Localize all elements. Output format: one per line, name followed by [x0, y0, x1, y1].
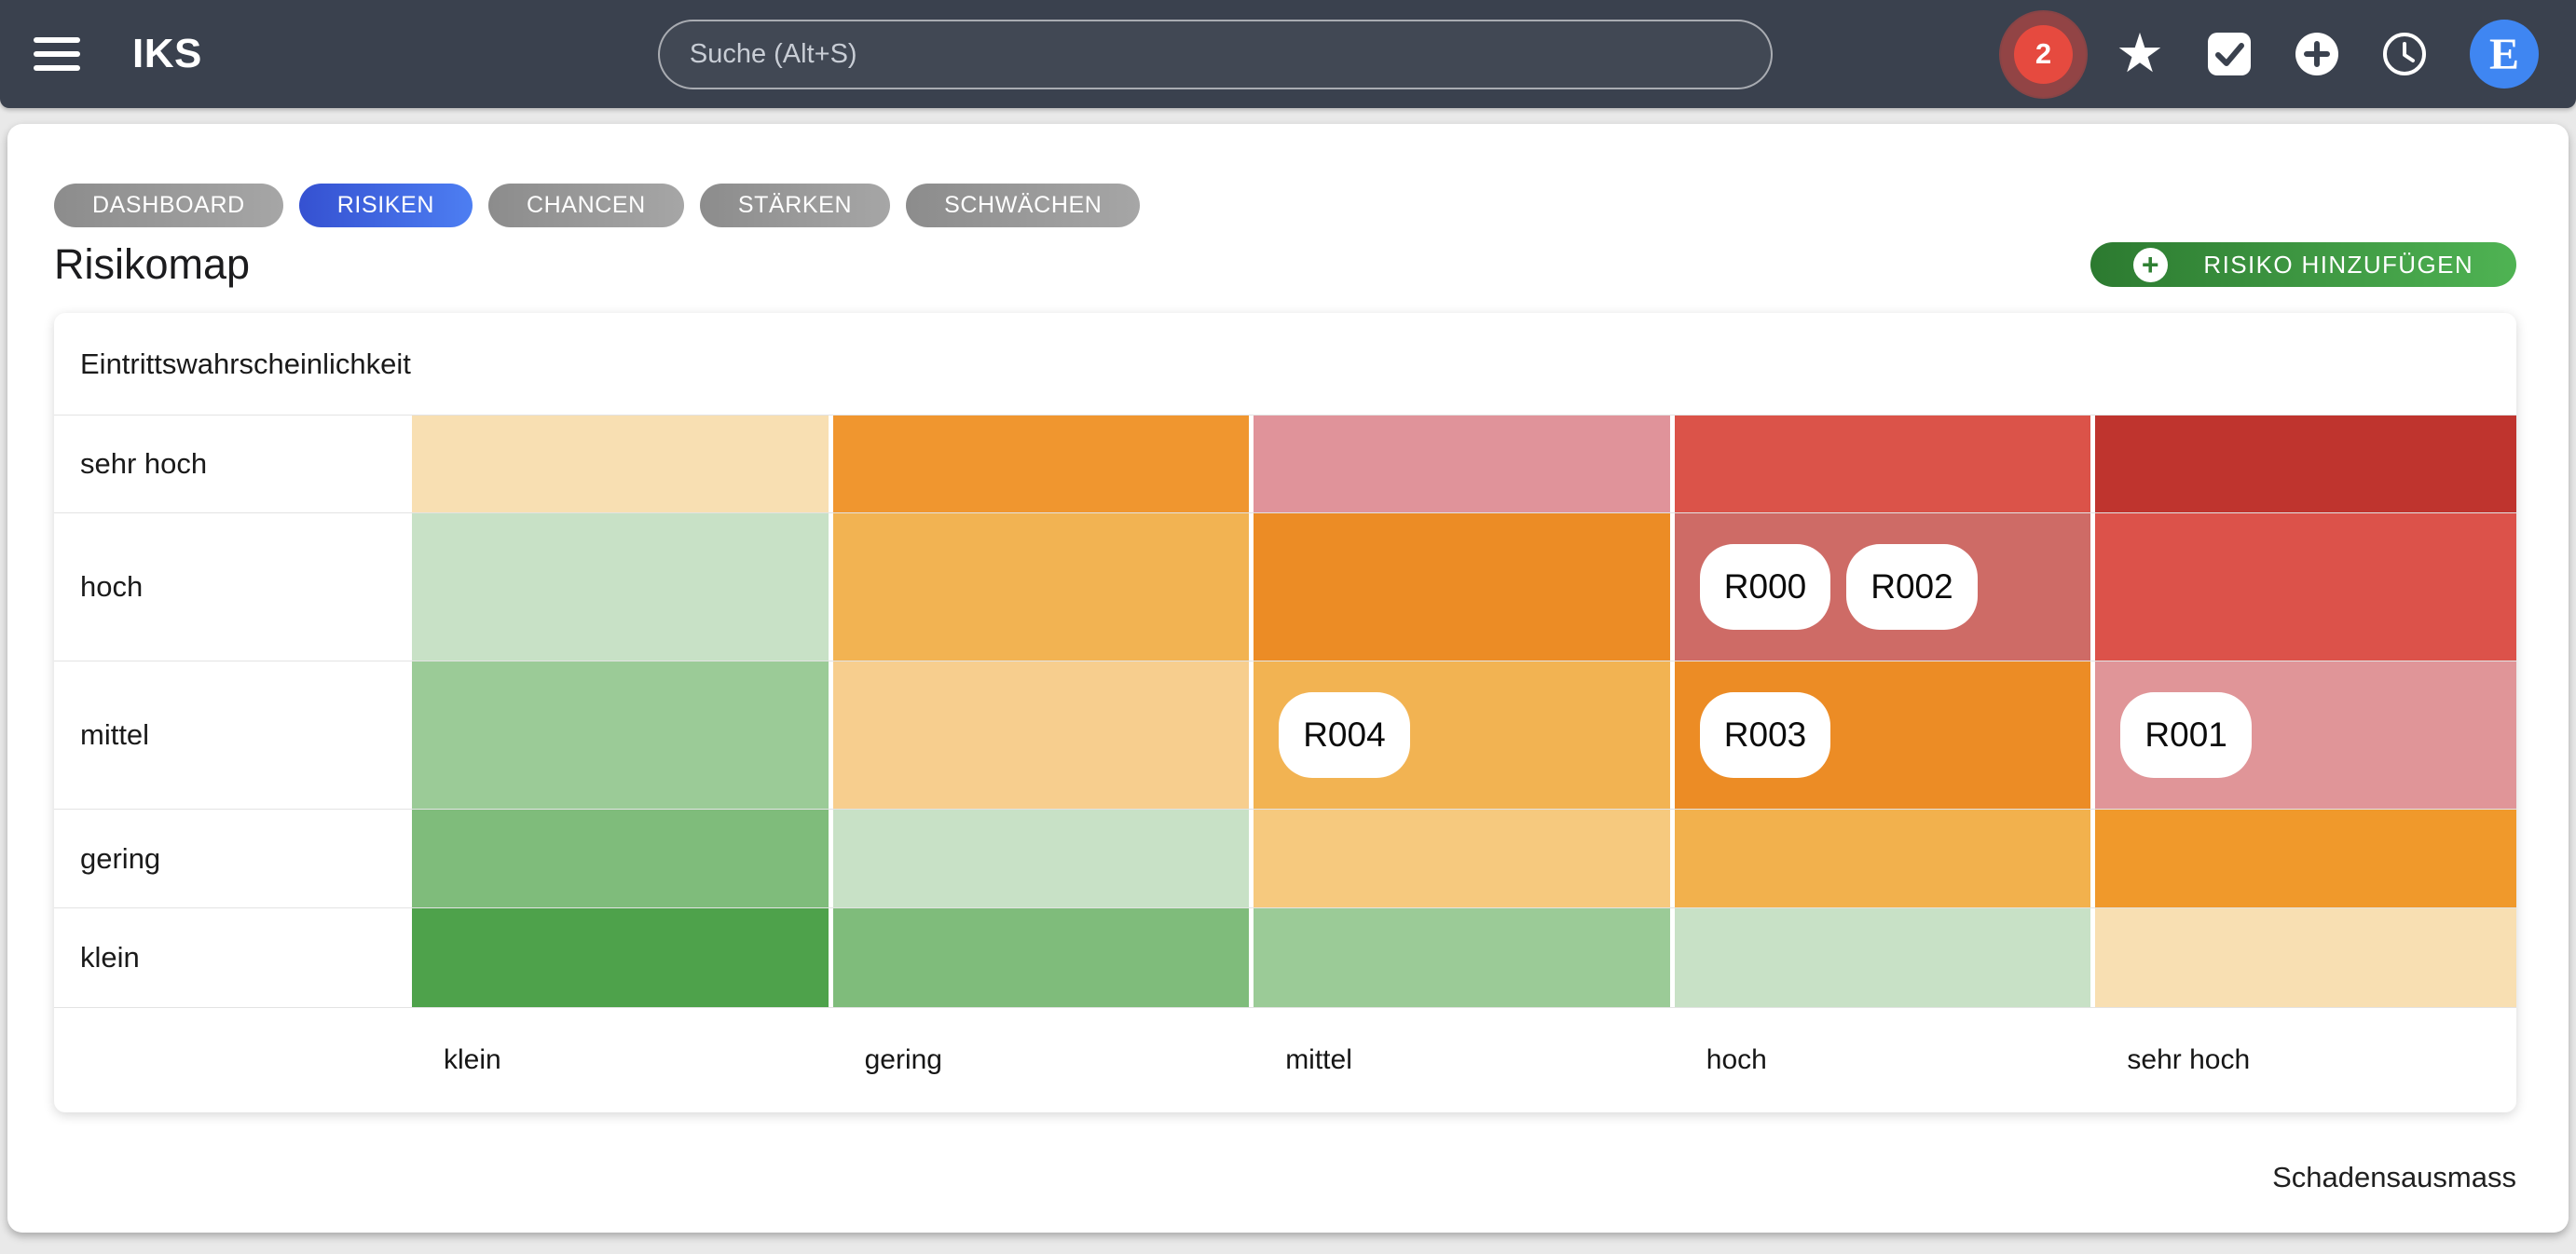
- matrix-cell: [832, 661, 1254, 809]
- risk-chip[interactable]: R002: [1846, 544, 1978, 630]
- matrix-cell: R001: [2095, 661, 2516, 809]
- favorites-star-icon[interactable]: ★: [2116, 23, 2164, 84]
- row-label: mittel: [80, 718, 150, 751]
- matrix-cell: [1254, 513, 1675, 661]
- matrix-cell: [2095, 908, 2516, 1007]
- notification-badge[interactable]: 2: [2014, 24, 2073, 84]
- x-axis-title: Schadensausmass: [2272, 1161, 2516, 1193]
- plus-icon: +: [2133, 247, 2169, 282]
- matrix-cell: [412, 661, 833, 809]
- matrix-cell: [832, 513, 1254, 661]
- x-axis-labels-row: klein gering mittel hoch sehr hoch: [54, 1008, 2516, 1112]
- matrix-cell: [412, 416, 833, 512]
- row-label: hoch: [80, 570, 144, 603]
- matrix-cell: [2095, 416, 2516, 512]
- x-axis-label: klein: [444, 1044, 501, 1075]
- matrix-cell: [1254, 908, 1675, 1007]
- matrix-cell: [2095, 513, 2516, 661]
- tab-risiken[interactable]: RISIKEN: [298, 184, 473, 227]
- matrix-cell: [832, 908, 1254, 1007]
- main-content-panel: DASHBOARD RISIKEN CHANCEN STÄRKEN SCHWÄC…: [7, 124, 2569, 1233]
- risk-chip[interactable]: R003: [1699, 692, 1831, 778]
- y-axis-title: Eintrittswahrscheinlichkeit: [54, 313, 2516, 416]
- matrix-cell: [412, 810, 833, 907]
- matrix-cell: [412, 908, 833, 1007]
- matrix-cell: R000 R002: [1674, 513, 2096, 661]
- user-avatar[interactable]: E: [2470, 20, 2539, 89]
- navbar-actions: 2 ★ E: [2014, 20, 2539, 89]
- matrix-row-klein: klein: [54, 908, 2516, 1008]
- x-axis-label: gering: [864, 1044, 942, 1075]
- search-input[interactable]: [657, 19, 1773, 89]
- matrix-row-sehr-hoch: sehr hoch: [54, 416, 2516, 513]
- row-label: gering: [80, 841, 161, 875]
- history-clock-icon[interactable]: [2382, 32, 2427, 76]
- tab-dashboard[interactable]: DASHBOARD: [54, 184, 283, 227]
- matrix-cell: R003: [1674, 661, 2096, 809]
- title-row: Risikomap + RISIKO HINZUFÜGEN: [54, 240, 2516, 289]
- section-tabs: DASHBOARD RISIKEN CHANCEN STÄRKEN SCHWÄC…: [54, 184, 2516, 227]
- matrix-cell: [832, 416, 1254, 512]
- row-label: klein: [80, 941, 140, 974]
- risk-chip[interactable]: R001: [2120, 692, 2252, 778]
- matrix-cell: [412, 513, 833, 661]
- matrix-row-mittel: mittel R004 R003 R001: [54, 661, 2516, 810]
- page-title: Risikomap: [54, 240, 251, 288]
- matrix-cell: [2095, 810, 2516, 907]
- add-risk-button[interactable]: + RISIKO HINZUFÜGEN: [2090, 242, 2516, 287]
- tab-schwaechen[interactable]: SCHWÄCHEN: [906, 184, 1141, 227]
- matrix-cell: [1674, 416, 2096, 512]
- x-axis-spacer: [54, 1008, 412, 1112]
- matrix-cell: [1254, 810, 1675, 907]
- row-label: sehr hoch: [80, 447, 208, 480]
- add-plus-icon[interactable]: [2295, 32, 2339, 76]
- matrix-row-hoch: hoch R000 R002: [54, 513, 2516, 661]
- top-navbar: IKS 2 ★ E: [0, 0, 2576, 108]
- tab-staerken[interactable]: STÄRKEN: [699, 184, 891, 227]
- x-axis-label: sehr hoch: [2127, 1044, 2251, 1075]
- matrix-cell: [1674, 810, 2096, 907]
- matrix-cell: [1254, 416, 1675, 512]
- tab-chancen[interactable]: CHANCEN: [488, 184, 684, 227]
- x-axis-label: mittel: [1285, 1044, 1352, 1075]
- risk-chip[interactable]: R000: [1699, 544, 1831, 630]
- matrix-row-gering: gering: [54, 810, 2516, 908]
- tasks-checkbox-icon[interactable]: [2207, 32, 2252, 76]
- matrix-cell: [1674, 908, 2096, 1007]
- add-risk-button-label: RISIKO HINZUFÜGEN: [2203, 250, 2473, 279]
- matrix-cell: [832, 810, 1254, 907]
- risk-chip[interactable]: R004: [1279, 692, 1410, 778]
- risk-matrix-card: Eintrittswahrscheinlichkeit sehr hoch ho…: [54, 313, 2516, 1112]
- app-logo: IKS: [132, 31, 202, 76]
- hamburger-menu-icon[interactable]: [34, 37, 80, 71]
- matrix-cell: R004: [1254, 661, 1675, 809]
- x-axis-label: hoch: [1706, 1044, 1767, 1075]
